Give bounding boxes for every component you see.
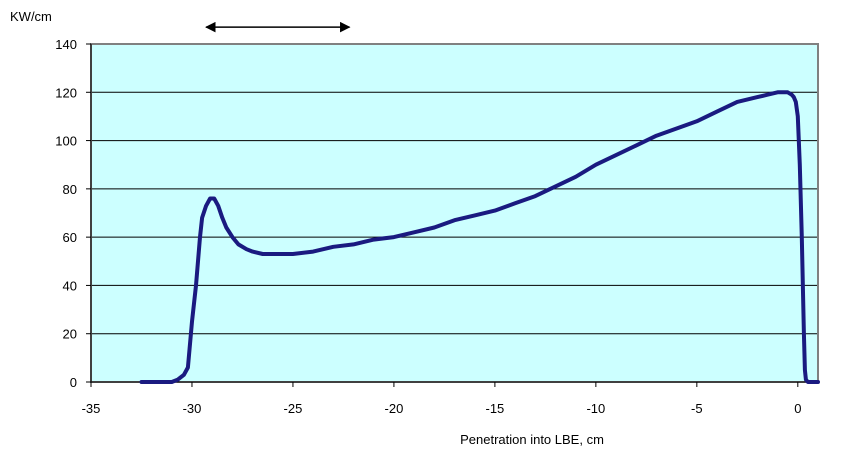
series-group: [139, 90, 820, 384]
series-line-0: [139, 90, 820, 384]
y-axis-ticks: 0 20 40 60 80 100 120 140: [55, 37, 91, 390]
x-axis-ticks: -35 -30 -25 -20 -15 -10 -5 0: [82, 382, 801, 416]
x-tick-label: -15: [485, 401, 504, 416]
x-axis-title: Penetration into LBE, cm: [460, 432, 604, 447]
y-tick-label: 120: [55, 85, 77, 100]
y-tick-label: 140: [55, 37, 77, 52]
y-tick-label: 80: [63, 182, 77, 197]
x-tick-label: -35: [82, 401, 101, 416]
y-tick-label: 40: [63, 278, 77, 293]
gridlines: [91, 91, 818, 335]
x-tick-label: -5: [691, 401, 703, 416]
y-tick-label: 100: [55, 134, 77, 149]
x-tick-label: -30: [183, 401, 202, 416]
y-tick-label: 60: [63, 230, 77, 245]
x-tick-label: -25: [284, 401, 303, 416]
x-tick-label: 0: [794, 401, 801, 416]
x-tick-label: -10: [586, 401, 605, 416]
plot-area: [91, 44, 818, 382]
y-tick-label: 20: [63, 327, 77, 342]
y-tick-label: 0: [70, 375, 77, 390]
y-axis-title: KW/cm: [10, 9, 52, 24]
x-tick-label: -20: [385, 401, 404, 416]
